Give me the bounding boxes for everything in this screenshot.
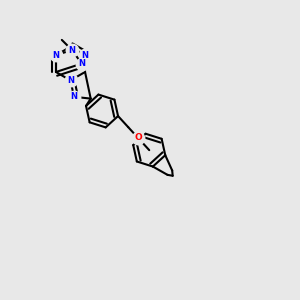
Text: N: N [82,51,88,60]
Text: N: N [52,51,59,60]
Text: N: N [70,92,77,101]
Text: O: O [134,133,142,142]
Text: N: N [67,76,74,85]
Text: N: N [68,46,75,55]
Text: N: N [78,59,85,68]
